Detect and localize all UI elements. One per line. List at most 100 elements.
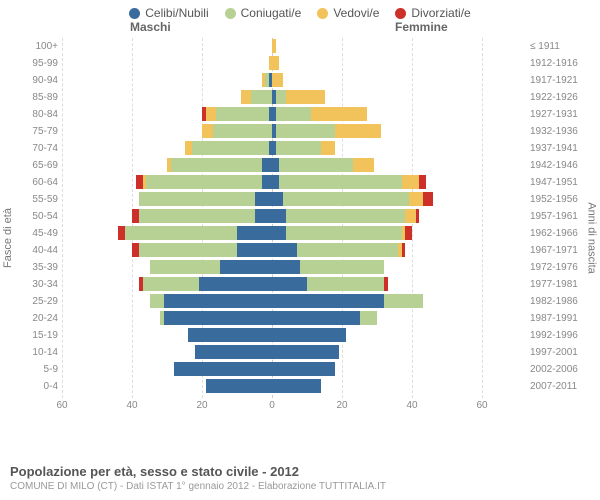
birth-year-label: 1912-1916 [530, 55, 588, 72]
age-label: 55-59 [18, 191, 58, 208]
bar-segment [419, 175, 426, 189]
bar-segment [150, 294, 164, 308]
bar-male [132, 209, 272, 223]
bar-segment [276, 90, 287, 104]
bar-male [150, 294, 273, 308]
bar-segment [237, 226, 272, 240]
bar-female [272, 294, 423, 308]
birth-year-label: 1962-1966 [530, 225, 588, 242]
legend-swatch [395, 8, 406, 19]
birth-year-label: 1972-1976 [530, 259, 588, 276]
column-headers: Maschi Femmine [0, 20, 600, 38]
bar-female [272, 260, 384, 274]
bar-segment [272, 56, 279, 70]
legend-item: Coniugati/e [225, 6, 302, 20]
legend-item: Divorziati/e [395, 6, 470, 20]
bar-female [272, 73, 283, 87]
bar-male [185, 141, 273, 155]
bar-segment [276, 107, 311, 121]
x-tick: 20 [336, 400, 347, 411]
bar-female [272, 328, 346, 342]
chart-title: Popolazione per età, sesso e stato civil… [10, 464, 590, 479]
age-label: 30-34 [18, 276, 58, 293]
age-label: 80-84 [18, 106, 58, 123]
bar-male [136, 175, 273, 189]
header-female: Femmine [395, 20, 448, 34]
bar-female [272, 311, 377, 325]
pyramid-row: 45-49 1962-1966 [0, 225, 600, 242]
bar-segment [402, 243, 406, 257]
bar-segment [276, 141, 322, 155]
age-label: 65-69 [18, 157, 58, 174]
age-label: 90-94 [18, 72, 58, 89]
chart-footer: Popolazione per età, sesso e stato civil… [10, 464, 590, 492]
age-label: 75-79 [18, 123, 58, 140]
birth-year-label: 1942-1946 [530, 157, 588, 174]
x-tick: 0 [269, 400, 275, 411]
birth-year-label: 1957-1961 [530, 208, 588, 225]
bar-female [272, 124, 381, 138]
bar-segment [262, 175, 273, 189]
bar-male [262, 73, 273, 87]
age-label: 85-89 [18, 89, 58, 106]
pyramid-row: 0-42007-2011 [0, 378, 600, 395]
bar-female [272, 209, 419, 223]
legend-swatch [129, 8, 140, 19]
bar-male [206, 379, 273, 393]
chart-subtitle: COMUNE DI MILO (CT) - Dati ISTAT 1° genn… [10, 481, 590, 492]
birth-year-label: 1937-1941 [530, 140, 588, 157]
bar-male [188, 328, 272, 342]
age-label: 60-64 [18, 174, 58, 191]
bar-female [272, 362, 335, 376]
bar-segment [206, 379, 273, 393]
birth-year-label: 1977-1981 [530, 276, 588, 293]
birth-year-label: 1947-1951 [530, 174, 588, 191]
bar-female [272, 277, 388, 291]
x-axis: 6040200204060 [62, 400, 482, 418]
birth-year-label: 1952-1956 [530, 191, 588, 208]
bar-segment [384, 277, 388, 291]
pyramid-row: 60-64 1947-1951 [0, 174, 600, 191]
bar-segment [279, 175, 402, 189]
pyramid-row: 75-791932-1936 [0, 123, 600, 140]
legend: Celibi/Nubili Coniugati/e Vedovi/e Divorzia… [0, 0, 600, 20]
bar-segment [272, 345, 339, 359]
bar-segment [272, 192, 283, 206]
bar-male [150, 260, 273, 274]
bar-segment [286, 90, 325, 104]
plot-area: Fasce di età Anni di nascita 60402002040… [0, 38, 600, 420]
x-tick: 20 [196, 400, 207, 411]
pyramid-row: 85-891922-1926 [0, 89, 600, 106]
bar-segment [360, 311, 378, 325]
bar-segment [195, 345, 272, 359]
bar-segment [272, 362, 335, 376]
pyramid-row: 25-291982-1986 [0, 293, 600, 310]
legend-item: Vedovi/e [317, 6, 379, 20]
birth-year-label: 1927-1931 [530, 106, 588, 123]
bar-female [272, 39, 276, 53]
bar-segment [311, 107, 367, 121]
pyramid-row: 80-84 1927-1931 [0, 106, 600, 123]
legend-label: Celibi/Nubili [145, 6, 208, 20]
bar-segment [164, 294, 273, 308]
bar-female [272, 158, 374, 172]
bar-male [139, 277, 272, 291]
bar-segment [272, 226, 286, 240]
birth-year-label: 1992-1996 [530, 327, 588, 344]
bar-segment [286, 226, 402, 240]
age-label: 40-44 [18, 242, 58, 259]
x-tick: 60 [476, 400, 487, 411]
bar-segment [255, 209, 273, 223]
bar-segment [297, 243, 399, 257]
age-label: 45-49 [18, 225, 58, 242]
bar-segment [353, 158, 374, 172]
pyramid-row: 95-991912-1916 [0, 55, 600, 72]
x-tick: 40 [126, 400, 137, 411]
bar-segment [283, 192, 409, 206]
bar-male [160, 311, 272, 325]
birth-year-label: 2002-2006 [530, 361, 588, 378]
bar-segment [272, 73, 283, 87]
bar-segment [300, 260, 384, 274]
x-tick: 40 [406, 400, 417, 411]
pyramid-row: 40-441967-1971 [0, 242, 600, 259]
